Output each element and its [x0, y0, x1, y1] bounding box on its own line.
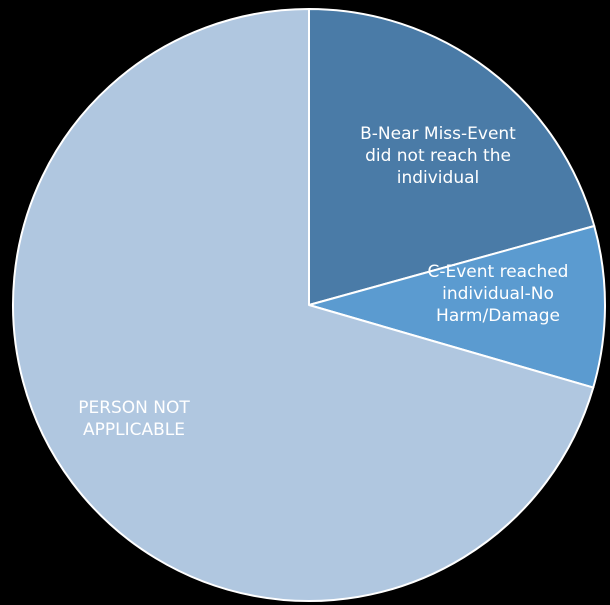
pie-slice-label-line: did not reach the — [365, 146, 511, 166]
pie-slice-1 — [308, 225, 606, 389]
pie-slice-label-2: PERSON NOT APPLICABLE — [78, 398, 190, 440]
pie-slice-label-line: PERSON NOT — [78, 398, 190, 418]
pie-slice-label-line: C-Event reached — [428, 262, 569, 282]
pie-slice-label-line: APPLICABLE — [83, 420, 185, 440]
pie-slice-label-line: B-Near Miss-Event — [360, 124, 516, 144]
pie-slice-label-0: B-Near Miss-Event did not reach the indivi… — [360, 124, 516, 188]
pie-slice-0 — [308, 8, 596, 306]
pie-slice-label-line: Harm/Damage — [436, 306, 560, 326]
pie-slice-label-1: C-Event reached individual-No Harm/Damage — [428, 262, 569, 326]
pie-slice-label-line: individual — [397, 168, 480, 188]
pie-slice-2 — [12, 8, 595, 602]
pie-slice-label-line: individual-No — [442, 284, 554, 304]
